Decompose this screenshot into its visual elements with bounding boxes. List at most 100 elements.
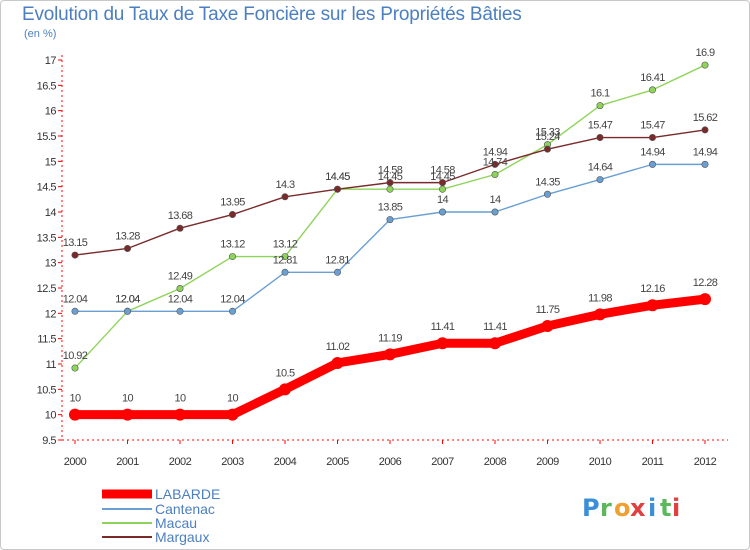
data-label: 10	[227, 393, 239, 405]
data-label: 12.04	[168, 293, 193, 305]
data-point	[279, 383, 291, 396]
data-point	[701, 160, 709, 168]
data-point	[436, 337, 449, 350]
x-tick-label: 2003	[221, 456, 244, 468]
x-tick-label: 2011	[642, 456, 664, 468]
data-label: 11.41	[431, 321, 455, 333]
y-tick-label: 16	[45, 106, 57, 118]
x-tick-label: 2005	[326, 456, 349, 468]
data-point	[596, 102, 604, 110]
data-label: 14.3	[275, 179, 294, 191]
data-label: 10	[122, 393, 134, 405]
data-label: 14.94	[693, 146, 718, 158]
logo-letter: i	[672, 494, 680, 522]
data-label: 10.92	[63, 350, 88, 362]
data-label: 14.74	[483, 157, 508, 169]
data-label: 14	[437, 194, 449, 206]
data-point	[281, 253, 289, 261]
data-label: 11.75	[536, 304, 560, 316]
data-label: 14.58	[378, 165, 403, 177]
data-point	[648, 86, 656, 94]
x-tick-label: 2008	[484, 456, 507, 468]
data-point	[229, 211, 237, 219]
data-point	[333, 268, 341, 276]
data-label: 12.28	[693, 277, 718, 289]
legend-label-margaux: Margaux	[155, 529, 209, 545]
data-labels-layer: 10.92 12.04 12.49 13.12 13.12 14.45 14.45 14.45…	[63, 47, 719, 405]
data-label: 12.16	[640, 283, 665, 295]
data-point	[176, 285, 184, 293]
data-label: 12.04	[220, 293, 245, 305]
legend-label-cantenac: Cantenac	[155, 501, 215, 517]
data-point	[541, 320, 554, 332]
x-tick-label: 2012	[694, 456, 717, 468]
data-label: 10	[174, 393, 186, 405]
x-tick-label: 2000	[64, 456, 87, 468]
data-label: 12.49	[168, 271, 193, 283]
data-point	[491, 160, 499, 168]
data-label: 14.94	[483, 146, 508, 158]
data-label: 15.47	[588, 120, 613, 132]
data-point	[648, 160, 656, 168]
data-point	[438, 185, 446, 193]
data-label: 15.47	[640, 120, 665, 132]
data-point	[386, 185, 394, 193]
data-label: 12.81	[273, 254, 298, 266]
y-tick-label: 10	[45, 410, 57, 422]
y-tick-label: 11.5	[37, 334, 56, 346]
data-point	[71, 364, 79, 372]
data-label: 11.41	[483, 321, 507, 333]
data-point	[491, 171, 499, 179]
data-point	[594, 308, 606, 321]
data-point	[333, 185, 341, 193]
data-label: 14.64	[588, 162, 613, 174]
y-tick-label: 12.5	[37, 283, 57, 295]
data-point	[176, 307, 184, 315]
data-label: 10	[69, 393, 81, 405]
chart-unit-label: (en %)	[24, 28, 57, 40]
x-tick-label: 2004	[274, 456, 297, 468]
data-point	[386, 179, 394, 187]
data-point	[121, 408, 134, 421]
chart-axes: 9.5 10 10.5 11 11.5 12 12.5 13 13.5 14 14.5 15 15.5 1…	[37, 55, 728, 468]
data-label: 13.95	[220, 197, 245, 209]
x-tick-label: 2010	[589, 456, 612, 468]
data-point	[596, 134, 604, 142]
data-point	[71, 251, 79, 259]
data-label: 13.12	[273, 239, 298, 251]
data-point	[124, 307, 132, 315]
logo-letter: r	[600, 494, 612, 522]
y-tick-label: 13	[45, 258, 57, 270]
data-label: 13.68	[168, 210, 193, 222]
data-label: 12.81	[325, 254, 350, 266]
y-tick-label: 15	[45, 156, 57, 168]
data-point	[384, 348, 396, 361]
legend-label-labarde: LABARDE	[155, 486, 220, 502]
x-tick-label: 2001	[116, 456, 139, 468]
data-label: 14.45	[378, 171, 403, 183]
logo-letter: x	[630, 494, 646, 522]
data-label: 11.98	[588, 292, 612, 304]
logo-letter: P	[582, 494, 600, 522]
x-tick-label: 2002	[169, 456, 192, 468]
data-label: 15.33	[535, 127, 560, 139]
data-point	[543, 145, 551, 153]
data-label: 14.94	[640, 146, 665, 158]
data-point	[438, 179, 446, 187]
x-tick-label: 2007	[431, 456, 454, 468]
data-point	[124, 244, 132, 252]
data-label: 12.04	[63, 293, 88, 305]
data-point	[489, 337, 501, 350]
data-point	[543, 190, 551, 198]
data-label: 13.12	[220, 239, 245, 251]
legend-label-macau: Macau	[155, 515, 197, 531]
data-label: 11.02	[326, 341, 350, 353]
data-point	[176, 224, 184, 232]
data-label: 14	[489, 194, 501, 206]
data-point	[229, 253, 237, 261]
data-label: 14.45	[325, 171, 350, 183]
data-point	[491, 208, 499, 216]
x-tick-label: 2006	[379, 456, 402, 468]
